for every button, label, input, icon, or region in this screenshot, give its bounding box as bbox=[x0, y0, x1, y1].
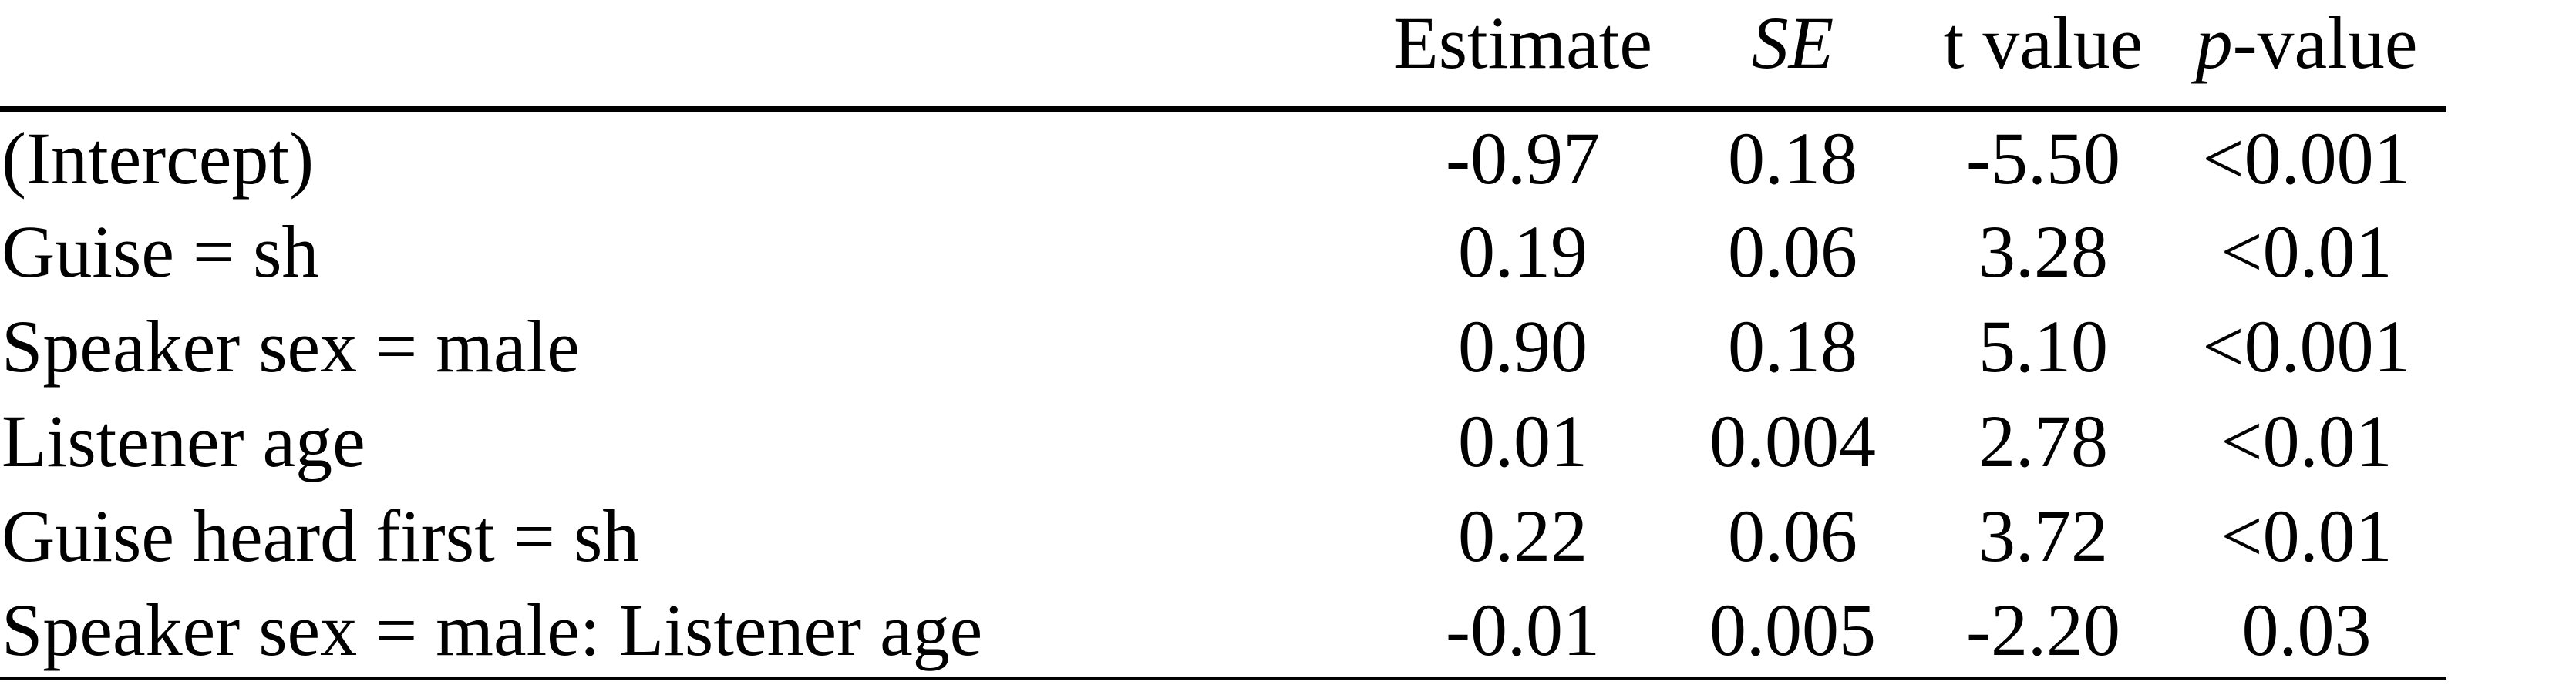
table-row: Speaker sex = male 0.90 0.18 5.10 <0.001 bbox=[0, 299, 2446, 394]
header-se: SE bbox=[1665, 0, 1920, 112]
header-row: Estimate SE t value p-value bbox=[0, 0, 2446, 112]
regression-results-table: Estimate SE t value p-value (Intercept) … bbox=[0, 0, 2446, 680]
p-value: <0.01 bbox=[2221, 210, 2392, 293]
p-value: <0.01 bbox=[2221, 494, 2392, 577]
row-label: Guise = sh bbox=[2, 210, 319, 293]
estimate-value: 0.22 bbox=[1458, 494, 1588, 577]
se-value: 0.06 bbox=[1728, 210, 1857, 293]
t-value: 5.10 bbox=[1978, 304, 2108, 388]
se-value: 0.06 bbox=[1728, 494, 1857, 577]
header-p-rest-part: -value bbox=[2232, 2, 2418, 84]
table-row: Guise = sh 0.19 0.06 3.28 <0.01 bbox=[0, 204, 2446, 299]
row-label: Speaker sex = male bbox=[2, 304, 580, 388]
row-label: Guise heard first = sh bbox=[2, 494, 640, 577]
table-row: (Intercept) -0.97 0.18 -5.50 <0.001 bbox=[0, 109, 2446, 204]
t-value: 3.72 bbox=[1978, 494, 2108, 577]
estimate-value: -0.97 bbox=[1446, 116, 1600, 200]
table-row: Listener age 0.01 0.004 2.78 <0.01 bbox=[0, 394, 2446, 489]
t-value: -5.50 bbox=[1966, 116, 2120, 200]
p-value: 0.03 bbox=[2167, 583, 2446, 680]
p-value: <0.001 bbox=[2202, 304, 2411, 388]
header-spacer bbox=[0, 0, 1380, 112]
se-value: 0.004 bbox=[1709, 399, 1876, 482]
row-label: Speaker sex = male: Listener age bbox=[0, 583, 1380, 680]
t-value: 3.28 bbox=[1978, 210, 2108, 293]
se-value: 0.005 bbox=[1665, 583, 1920, 680]
t-value: -2.20 bbox=[1920, 583, 2167, 680]
header-estimate: Estimate bbox=[1380, 0, 1665, 112]
estimate-value: 0.01 bbox=[1458, 399, 1588, 482]
t-value: 2.78 bbox=[1978, 399, 2108, 482]
estimate-value: 0.90 bbox=[1458, 304, 1588, 388]
p-value: <0.001 bbox=[2202, 116, 2411, 200]
se-value: 0.18 bbox=[1728, 116, 1857, 200]
estimate-value: 0.19 bbox=[1458, 210, 1588, 293]
header-p-italic-part: p bbox=[2195, 2, 2233, 84]
header-p-value: p-value bbox=[2167, 0, 2446, 112]
header-t-value: t value bbox=[1920, 0, 2167, 112]
table-row: Guise heard first = sh 0.22 0.06 3.72 <0… bbox=[0, 489, 2446, 583]
estimate-value: -0.01 bbox=[1380, 583, 1665, 680]
row-label: (Intercept) bbox=[2, 116, 315, 200]
row-label: Listener age bbox=[2, 399, 365, 482]
p-value: <0.01 bbox=[2221, 399, 2392, 482]
table-row: Speaker sex = male: Listener age -0.01 0… bbox=[0, 583, 2446, 680]
se-value: 0.18 bbox=[1728, 304, 1857, 388]
